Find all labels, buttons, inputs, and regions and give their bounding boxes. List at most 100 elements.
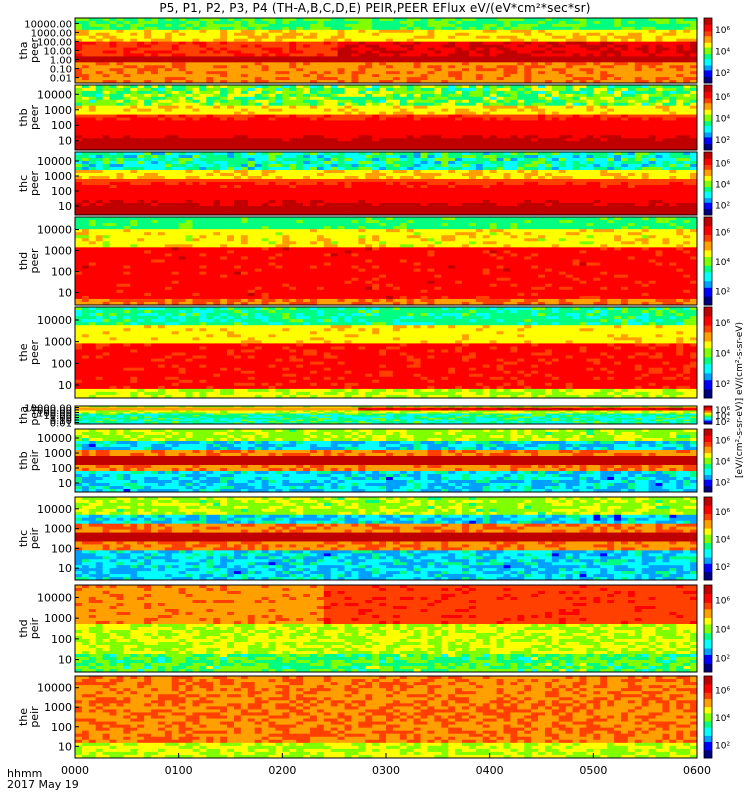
heatmap-cell — [600, 85, 608, 89]
heatmap-cell — [399, 23, 408, 28]
heatmap-cell — [178, 50, 186, 54]
heatmap-cell — [303, 50, 311, 54]
heatmap-cell — [420, 114, 428, 118]
heatmap-cell — [247, 164, 256, 168]
heatmap-cell — [275, 203, 283, 207]
heatmap-cell — [137, 23, 145, 28]
heatmap-cell — [620, 56, 629, 60]
heatmap-cell — [81, 32, 90, 37]
heatmap-cell — [586, 32, 594, 37]
heatmap-cell — [303, 135, 311, 139]
heatmap-cell — [178, 35, 186, 40]
heatmap-cell — [109, 147, 117, 151]
heatmap-cell — [551, 111, 560, 115]
heatmap-cell — [351, 212, 359, 216]
heatmap-cell — [206, 126, 214, 130]
heatmap-cell — [482, 53, 491, 57]
heatmap-cell — [275, 71, 283, 75]
heatmap-cell — [240, 200, 249, 204]
heatmap-cell — [323, 53, 332, 57]
heatmap-cell — [268, 173, 276, 177]
heatmap-cell — [102, 197, 110, 201]
heatmap-cell — [344, 209, 352, 213]
heatmap-cell — [227, 132, 235, 136]
heatmap-cell — [448, 62, 456, 66]
heatmap-cell — [365, 185, 373, 189]
heatmap-cell — [137, 29, 145, 34]
heatmap-cell — [641, 138, 650, 142]
heatmap-cell — [531, 87, 539, 92]
heatmap-cell — [240, 44, 249, 48]
heatmap-cell — [669, 80, 677, 84]
heatmap-cell — [538, 68, 546, 72]
heatmap-cell — [275, 96, 283, 101]
heatmap-cell — [323, 87, 332, 92]
heatmap-cell — [323, 47, 332, 51]
heatmap-cell — [641, 120, 650, 124]
heatmap-cell — [157, 203, 166, 207]
heatmap-cell — [655, 74, 663, 78]
heatmap-cell — [413, 44, 421, 48]
heatmap-cell — [151, 126, 159, 130]
heatmap-cell — [178, 167, 186, 171]
heatmap-cell — [137, 111, 145, 115]
heatmap-cell — [95, 132, 104, 136]
heatmap-cell — [683, 135, 691, 139]
heatmap-cell — [524, 126, 532, 130]
heatmap-cell — [227, 206, 235, 210]
heatmap-cell — [330, 155, 339, 159]
heatmap-cell — [544, 77, 553, 81]
heatmap-cell — [420, 129, 428, 133]
heatmap-cell — [323, 20, 332, 25]
heatmap-cell — [455, 23, 463, 28]
heatmap-cell — [551, 35, 560, 40]
heatmap-cell — [240, 80, 249, 84]
heatmap-cell — [593, 129, 601, 133]
heatmap-cell — [199, 161, 207, 165]
heatmap-cell — [572, 126, 580, 130]
heatmap-cell — [427, 74, 435, 78]
heatmap-cell — [475, 96, 484, 101]
heatmap-cell — [448, 147, 456, 151]
heatmap-cell — [192, 120, 200, 124]
heatmap-cell — [482, 68, 491, 72]
heatmap-cell — [614, 105, 622, 110]
heatmap-cell — [130, 152, 138, 156]
heatmap-cell — [75, 47, 83, 51]
heatmap-cell — [164, 87, 173, 92]
colorbar-segment — [704, 128, 712, 131]
heatmap-cell — [531, 132, 539, 136]
heatmap-cell — [614, 123, 622, 127]
heatmap-cell — [261, 132, 269, 136]
heatmap-cell — [95, 126, 104, 130]
heatmap-cell — [538, 108, 546, 112]
heatmap-cell — [75, 32, 83, 37]
heatmap-cell — [95, 111, 104, 115]
heatmap-cell — [379, 85, 387, 89]
heatmap-cell — [489, 56, 497, 60]
heatmap-cell — [102, 62, 110, 66]
heatmap-cell — [462, 105, 470, 110]
heatmap-cell — [634, 56, 643, 60]
heatmap-cell — [441, 117, 449, 121]
heatmap-cell — [316, 161, 325, 165]
heatmap-cell — [268, 85, 276, 89]
heatmap-cell — [448, 102, 456, 107]
heatmap-cell — [144, 114, 152, 118]
heatmap-cell — [254, 114, 262, 118]
heatmap-cell — [240, 185, 249, 189]
heatmap-cell — [247, 23, 256, 28]
heatmap-cell — [227, 144, 235, 148]
heatmap-cell — [614, 147, 622, 151]
heatmap-cell — [323, 105, 332, 110]
heatmap-cell — [303, 108, 311, 112]
heatmap-cell — [171, 87, 180, 92]
heatmap-cell — [337, 90, 345, 95]
heatmap-cell — [420, 74, 428, 78]
heatmap-cell — [178, 74, 186, 78]
heatmap-cell — [392, 85, 401, 89]
heatmap-cell — [116, 32, 124, 37]
heatmap-cell — [351, 126, 359, 130]
heatmap-cell — [441, 141, 449, 145]
heatmap-cell — [399, 123, 408, 127]
